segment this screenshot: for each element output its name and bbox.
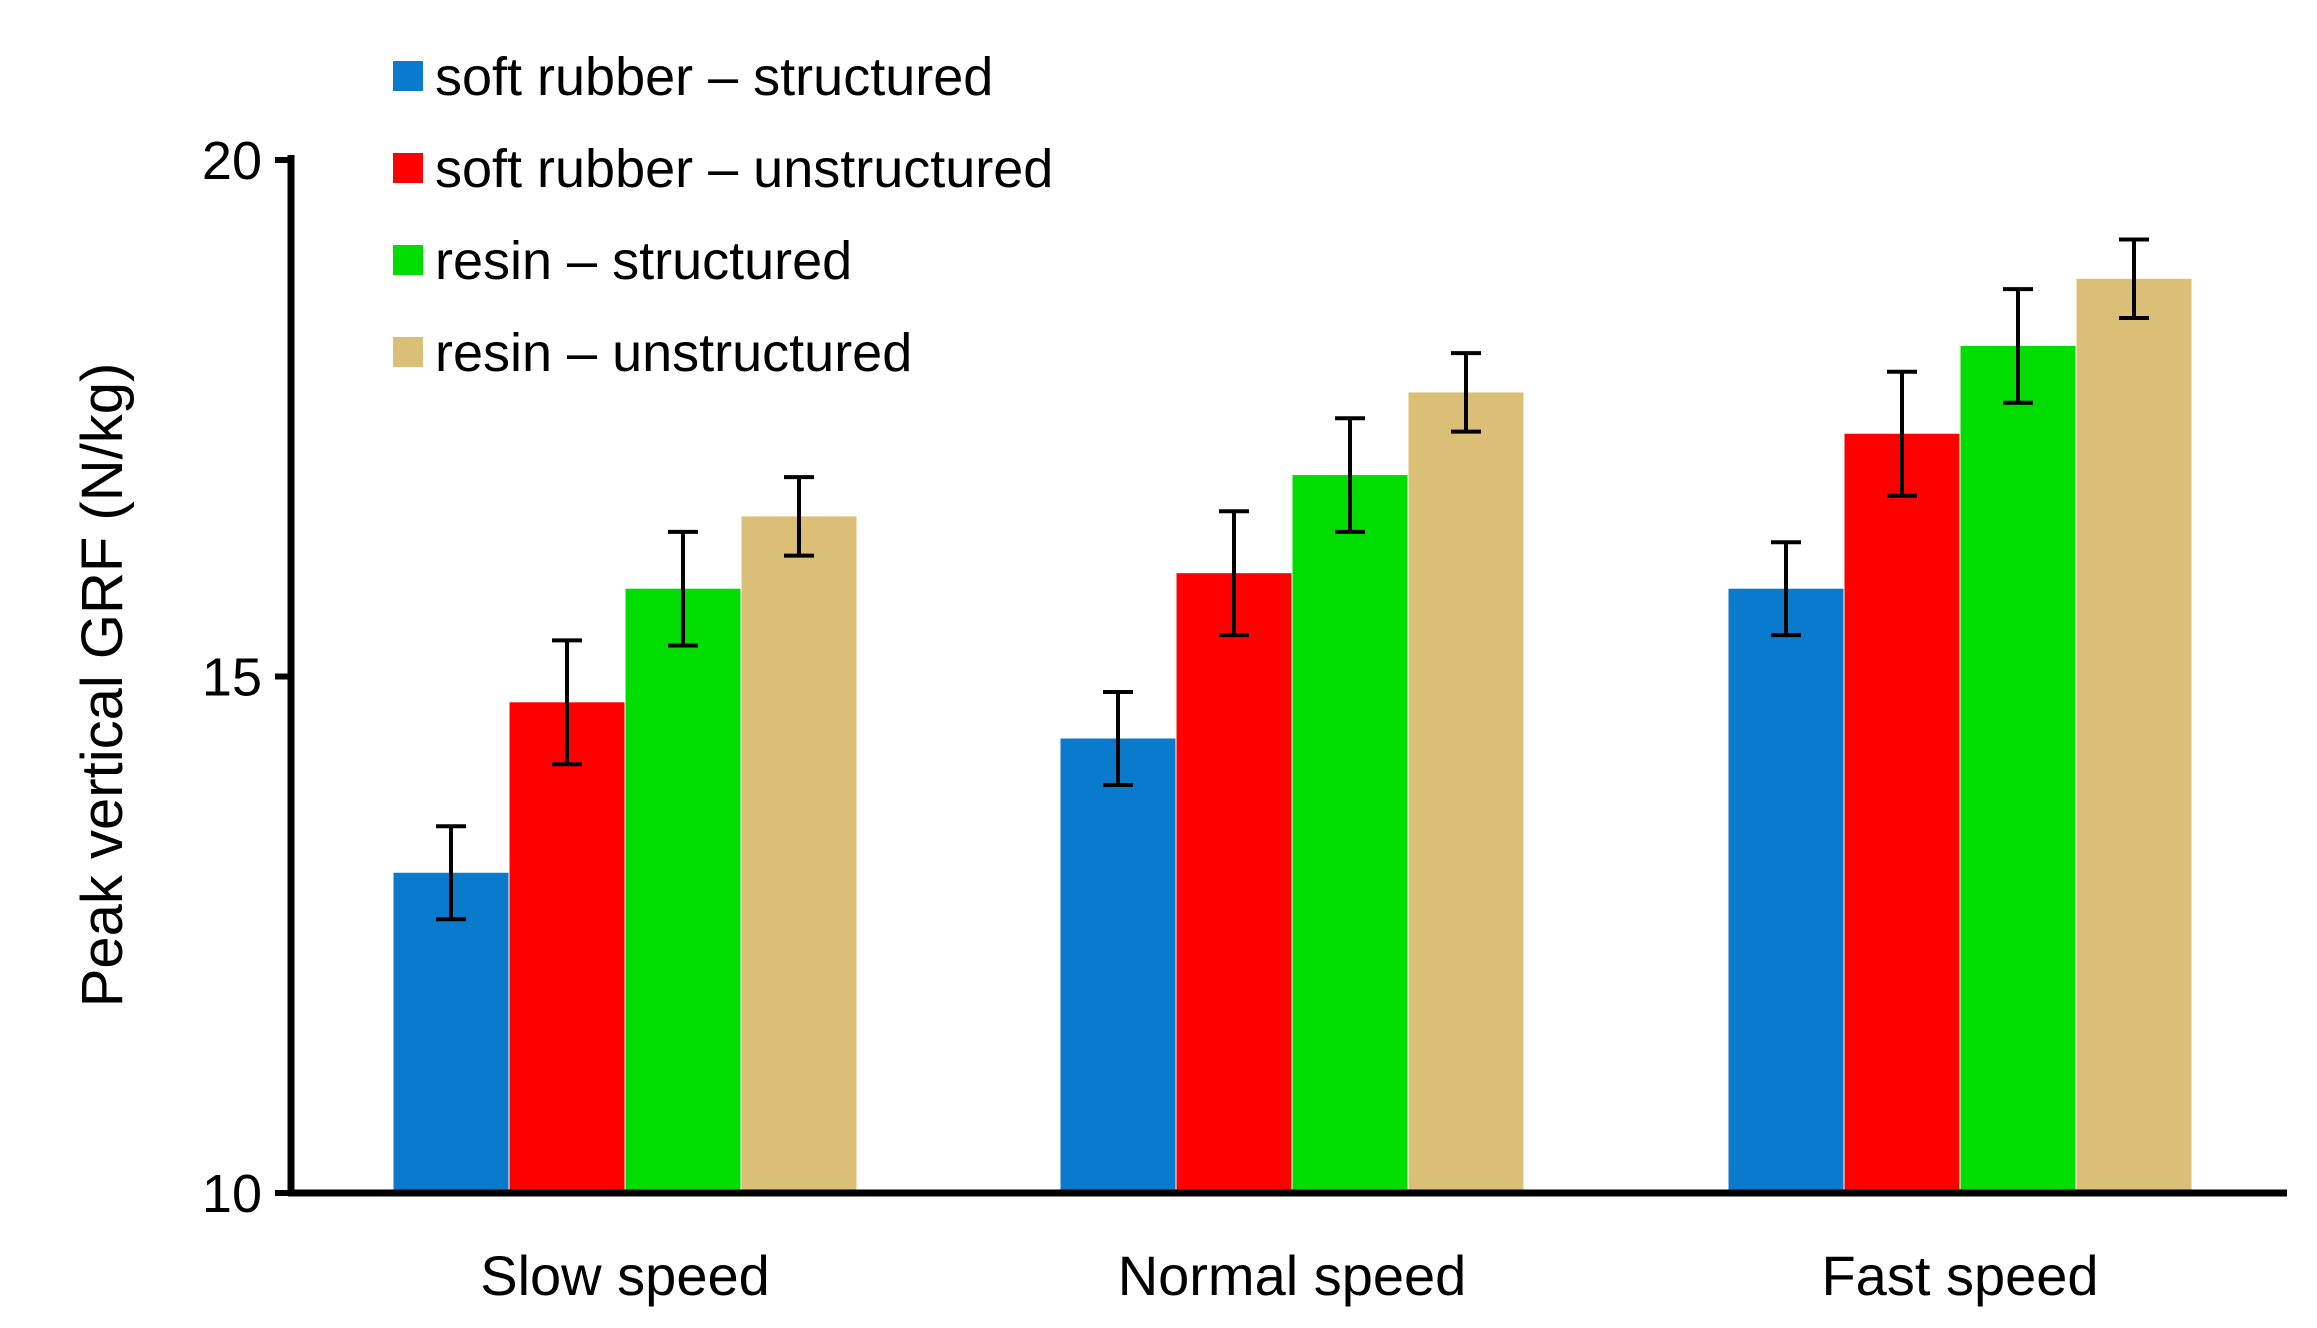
legend-label: resin – unstructured xyxy=(435,323,912,383)
x-tick-labels: Slow speed Normal speed Fast speed xyxy=(480,1244,2098,1307)
bar xyxy=(1728,588,1844,1193)
bar xyxy=(509,702,625,1193)
bar xyxy=(1176,573,1292,1193)
bar xyxy=(1408,392,1524,1193)
legend-swatch xyxy=(393,61,423,91)
bar xyxy=(741,516,857,1193)
legend-label: soft rubber – unstructured xyxy=(435,139,1053,199)
legend-label: soft rubber – structured xyxy=(435,47,993,107)
legend-label: resin – structured xyxy=(435,231,852,291)
y-tick-label: 10 xyxy=(202,1164,262,1224)
x-tick-label: Normal speed xyxy=(1118,1244,1467,1307)
legend: soft rubber – structured soft rubber – un… xyxy=(393,47,1053,383)
bar xyxy=(1060,738,1176,1193)
bar xyxy=(1292,475,1408,1193)
y-tick-label: 15 xyxy=(202,648,262,708)
legend-swatch xyxy=(393,153,423,183)
y-axis-label: Peak vertical GRF (N/kg) xyxy=(70,363,135,1008)
legend-swatch xyxy=(393,245,423,275)
error-bars-layer xyxy=(436,237,2149,922)
x-tick-label: Fast speed xyxy=(1821,1244,2098,1307)
bar xyxy=(625,588,741,1193)
legend-swatch xyxy=(393,337,423,367)
y-tick-label: 20 xyxy=(202,131,262,191)
bars-layer xyxy=(393,278,2192,1193)
bar xyxy=(1844,433,1960,1193)
bar xyxy=(393,872,509,1193)
bar xyxy=(1960,345,2076,1193)
x-tick-label: Slow speed xyxy=(480,1244,770,1307)
y-ticks: 10 15 20 xyxy=(202,131,291,1224)
bar xyxy=(2076,278,2192,1193)
